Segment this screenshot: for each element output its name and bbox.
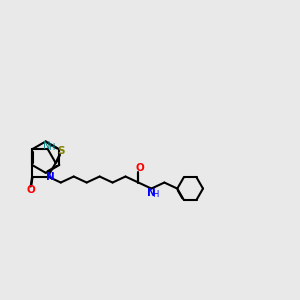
Text: O: O (135, 163, 144, 173)
Text: N: N (46, 172, 55, 182)
Text: N: N (43, 141, 50, 151)
Text: O: O (26, 185, 35, 195)
Text: S: S (57, 146, 65, 156)
Text: H: H (152, 190, 158, 200)
Text: H: H (48, 143, 54, 152)
Text: N: N (147, 188, 156, 198)
